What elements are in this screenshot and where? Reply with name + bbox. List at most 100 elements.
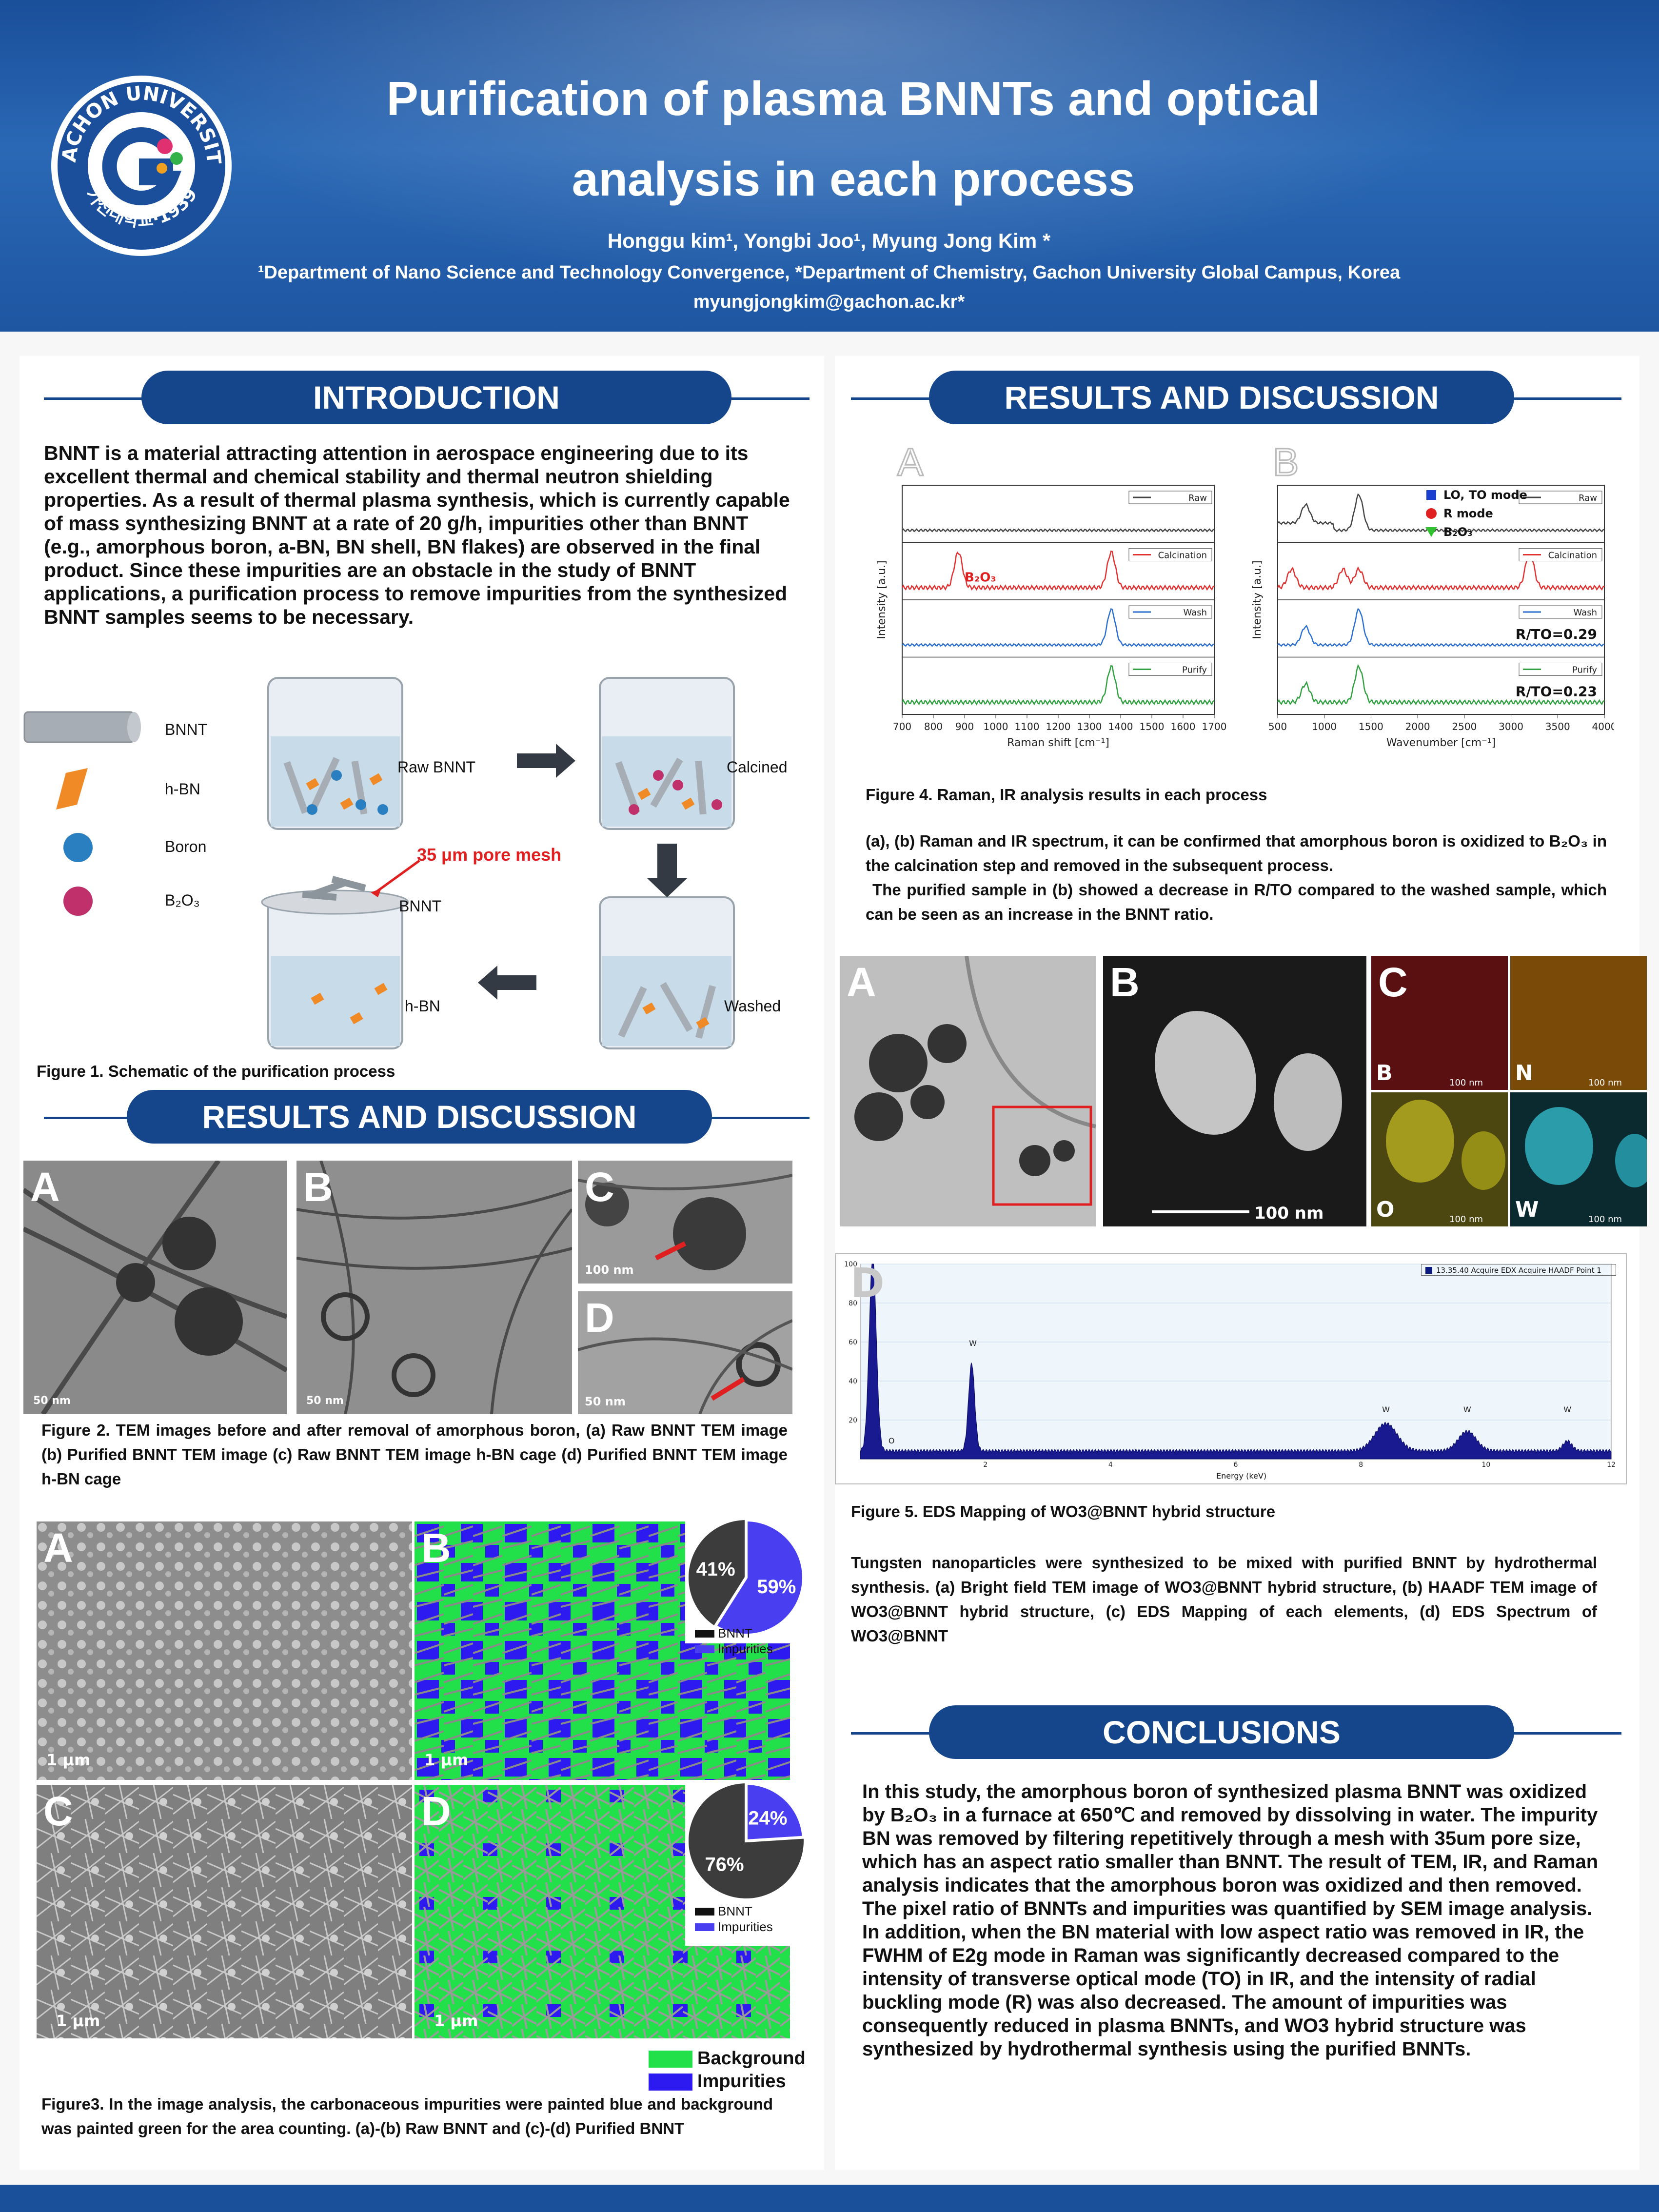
fig2-label-c: C [585,1164,614,1210]
fig2-label-b: B [303,1164,333,1210]
eds-peak-label: O [889,1436,895,1445]
figure4-caption: Figure 4. Raman, IR analysis results in … [866,786,1267,804]
label-bnnt-top: BNNT [399,897,442,915]
eds-peak-label: W [1382,1405,1390,1414]
legend-bnnt: BNNT [165,721,208,738]
x-tick-label: 1500 [1359,721,1383,732]
x-tick-label: 1200 [1046,721,1071,732]
x-tick-label: 700 [893,721,911,732]
eds-plot-area [860,1264,1612,1460]
series-legend-box [1128,605,1212,619]
mode-legend-label: B₂O₃ [1443,525,1473,539]
series-legend-label: Wash [1574,608,1597,618]
x-tick-label: 1600 [1171,721,1196,732]
footer-bar [0,2185,1659,2212]
mode-legend-label: LO, TO mode [1443,488,1527,502]
spectrum-panel-label: B [1273,440,1299,484]
pie2-legend-impurities: Impurities [718,1919,773,1934]
label-calcined: Calcined [727,758,788,776]
legend-boron: Boron [165,838,207,855]
fig2-panel-c: C 100 nm [578,1161,792,1284]
fig2-label-d: D [585,1295,614,1341]
authors: Honggu kim¹, Yongbi Joo¹, Myung Jong Kim… [607,229,1051,252]
fig5-panel-d: 20 40 60 80 100 2 4 6 8 10 12 O W W W W D 13.35.40 Acqu… [835,1253,1627,1484]
figure1-caption: Figure 1. Schematic of the purification … [37,1062,395,1080]
x-tick-label: 1700 [1202,721,1227,732]
x-tick-label: 3500 [1545,721,1570,732]
x-tick-label: 1100 [1015,721,1040,732]
label-raw-bnnt: Raw BNNT [397,758,476,776]
series-legend-label: Calcination [1158,551,1207,561]
label-mesh: 35 μm pore mesh [417,845,562,865]
series-line-calcination [901,550,1215,591]
x-tick-label: 2000 [1405,721,1430,732]
fig3-panel-c: C 1 μm [37,1785,412,2038]
eds-x-tick-label: 6 [1234,1461,1238,1469]
results-heading-left: RESULTS AND DISCUSSION [127,1090,712,1144]
series-line-calcination [1277,550,1605,591]
series-line-wash [902,608,1215,647]
x-tick-label: 1300 [1077,721,1102,732]
series-legend-label: Purify [1182,665,1207,675]
fig3-label-c: C [43,1788,73,1834]
pie-label-bnnt: 41% [696,1559,735,1580]
introduction-heading: INTRODUCTION [141,371,731,424]
eds-map-n: N 100 nm [1510,956,1647,1090]
fig3-scale-c: 1 μm [56,2012,100,2030]
fig5-scale-b: 100 nm [1254,1204,1324,1223]
spectrum-panel-label: A [897,440,924,484]
x-tick-label: 1500 [1140,721,1165,732]
mode-legend-label: R mode [1443,507,1493,520]
x-tick-label: 4000 [1592,721,1614,732]
conclusions-text: In this study, the amorphous boron of sy… [862,1781,1599,2060]
eds-x-tick-label: 2 [983,1461,988,1469]
eds-map-b: B 100 nm [1371,956,1508,1090]
header [0,0,1659,332]
eds-peak-label: W [1463,1405,1471,1414]
eds-y-tick-label: 60 [849,1339,857,1346]
fig2-panel-d: D 50 nm [578,1291,792,1414]
legend-b2o3: B₂O₃ [165,891,200,909]
series-legend-label: Purify [1572,665,1597,675]
mode-legend-marker [1425,527,1437,537]
pie-chart-purified: 24% 76% [685,1780,807,1946]
legend-impurities: Impurities [697,2071,786,2092]
series-line-purify [901,665,1215,706]
eds-map-w: W 100 nm [1510,1092,1647,1226]
fig3-label-a: A [43,1525,73,1571]
fig3-scale-d: 1 μm [434,2012,478,2030]
eds-x-tick-label: 8 [1359,1461,1363,1469]
email: myungjongkim@gachon.ac.kr* [693,292,965,312]
figure5-text: Tungsten nanoparticles were synthesized … [851,1554,1597,1645]
fig3-scale-a: 1 μm [46,1751,91,1769]
pie1-legend-impurities: Impurities [718,1641,773,1656]
ratio-annotation: R/TO=0.23 [1516,684,1597,700]
affiliation: ¹Department of Nano Science and Technolo… [257,262,1401,283]
figure4-spectra: A 700 800 900 1000 1100 1200 1300 1400 1500 1600 17… [858,434,1617,775]
y-axis-label: Intensity [a.u.] [876,560,888,639]
fig2-scale-b: 50 nm [306,1395,344,1407]
figure5-caption: Figure 5. EDS Mapping of WO3@BNNT hybrid… [851,1502,1276,1521]
introduction-text: BNNT is a material attracting attention … [44,442,790,628]
eds-map-o: O 100 nm [1371,1092,1508,1226]
fig5-panel-a: A [840,956,1096,1226]
x-tick-label: 900 [955,721,974,732]
x-tick-label: 1400 [1108,721,1133,732]
conclusions-heading: CONCLUSIONS [929,1705,1514,1759]
series-legend-label: Raw [1579,493,1597,503]
ratio-annotation: R/TO=0.29 [1516,626,1597,642]
fig2-label-a: A [30,1164,60,1210]
fig3-label-d: D [421,1788,451,1834]
fig5-label-a: A [847,959,876,1005]
pie2-legend-bnnt: BNNT [718,1904,752,1918]
y-axis-label: Intensity [a.u.] [1251,560,1264,639]
figure4-text-2: The purified sample in (b) showed a decr… [866,881,1607,923]
results-heading-right: RESULTS AND DISCUSSION [929,371,1514,424]
mode-legend-marker [1426,508,1437,519]
university-logo: GACHON UNIVERSITY 가천대학교·1939 [41,56,234,258]
x-tick-label: 800 [924,721,943,732]
x-axis-label: Raman shift [cm⁻¹] [1007,737,1109,749]
pie-label-impurities: 59% [757,1576,796,1598]
x-axis-label: Wavenumber [cm⁻¹] [1386,737,1496,749]
fig3-panel-a: A 1 μm [37,1521,412,1780]
